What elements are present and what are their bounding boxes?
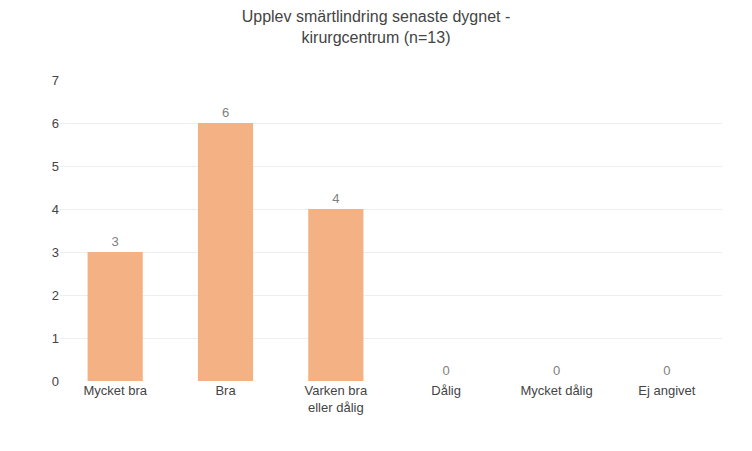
svg-text:Bra: Bra: [215, 383, 236, 398]
svg-text:Upplev smärtlindring senaste d: Upplev smärtlindring senaste dygnet -kir…: [242, 8, 511, 46]
svg-text:0: 0: [663, 363, 670, 378]
svg-text:Varken braeller dålig: Varken braeller dålig: [305, 383, 368, 415]
svg-text:0: 0: [443, 363, 450, 378]
svg-text:2: 2: [52, 288, 59, 303]
svg-text:6: 6: [52, 116, 59, 131]
svg-text:3: 3: [112, 234, 119, 249]
svg-text:0: 0: [52, 374, 59, 389]
svg-text:6: 6: [222, 105, 229, 120]
svg-text:3: 3: [52, 245, 59, 260]
svg-text:7: 7: [52, 73, 59, 88]
svg-text:4: 4: [52, 202, 59, 217]
svg-text:4: 4: [332, 191, 339, 206]
svg-text:Mycket bra: Mycket bra: [83, 383, 147, 398]
svg-text:1: 1: [52, 331, 59, 346]
svg-text:Mycket dålig: Mycket dålig: [520, 383, 592, 398]
svg-text:Dålig: Dålig: [431, 383, 461, 398]
svg-text:5: 5: [52, 159, 59, 174]
svg-text:Ej angivet: Ej angivet: [638, 383, 695, 398]
svg-text:0: 0: [553, 363, 560, 378]
